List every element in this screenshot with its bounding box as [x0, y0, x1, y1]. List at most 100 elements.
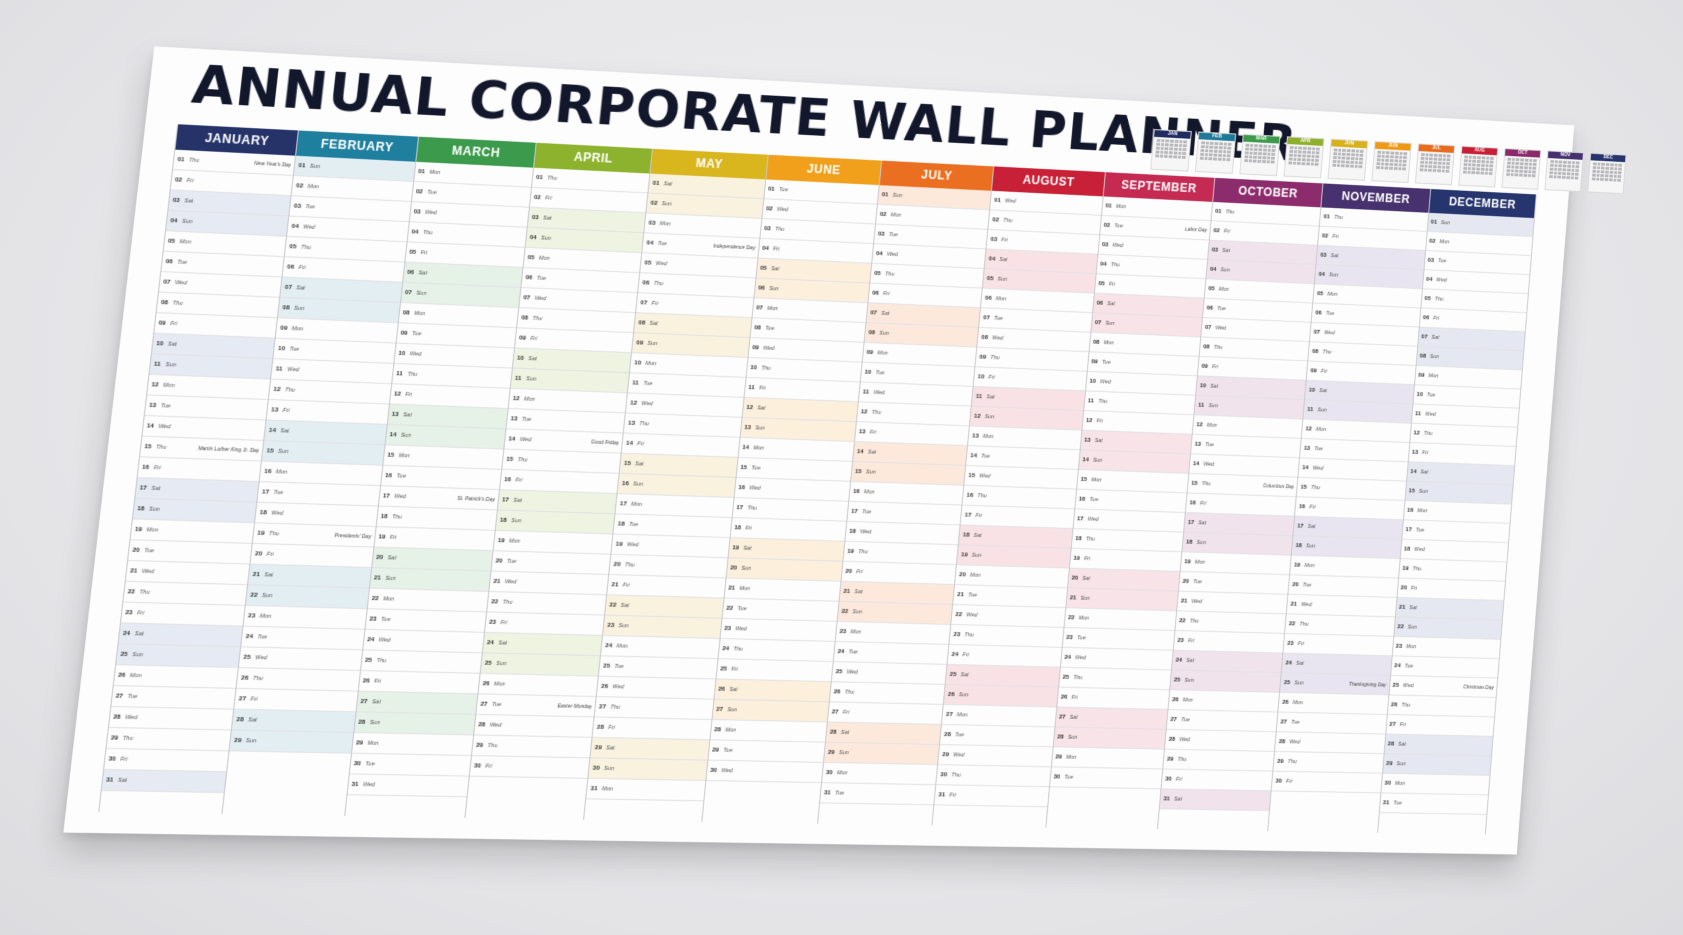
weekday-label: Sat [973, 532, 983, 539]
day-row: 25 Sun [1170, 670, 1281, 693]
mini-calendar: OCT [1501, 148, 1542, 190]
weekday-label: Tue [176, 259, 188, 266]
day-number: 21 [727, 585, 736, 592]
day-number: 16 [966, 492, 974, 499]
day-row: 29 Sat [590, 737, 710, 761]
day-row [1270, 791, 1380, 813]
day-number: 28 [357, 719, 366, 726]
wall-planner-poster: ANNUAL CORPORATE WALL PLANNER JAN FEB MAR A… [63, 46, 1627, 855]
weekday-label: Tue [750, 464, 761, 472]
weekday-label: Sat [402, 411, 412, 419]
day-number: 16 [737, 484, 746, 491]
weekday-label: Wed [655, 260, 668, 267]
day-row: 27 Fri [827, 702, 944, 725]
weekday-label: Thu [300, 244, 312, 251]
day-row: 31 Fri [934, 785, 1049, 808]
weekday-label: Thu [977, 492, 987, 499]
day-number: 08 [868, 329, 876, 336]
holiday-label: Christmas Day [1462, 684, 1494, 691]
weekday-label: Fri [530, 335, 538, 342]
weekday-label: Mon [291, 325, 304, 333]
day-number: 17 [501, 496, 510, 504]
weekday-label: Fri [1096, 417, 1103, 425]
day-number: 25 [120, 651, 129, 658]
day-number: 17 [1187, 519, 1195, 526]
day-row: 30 Sun [588, 758, 708, 781]
weekday-label: Thu [1110, 261, 1120, 268]
day-row: 28 Tue [940, 724, 1055, 748]
weekday-label: Tue [778, 186, 789, 193]
weekday-label: Thu [1299, 621, 1309, 628]
day-number: 21 [373, 574, 382, 582]
holiday-label: Thanksgiving Day [1348, 681, 1387, 688]
weekday-label: Fri [607, 724, 616, 731]
weekday-label: Sun [293, 305, 305, 312]
weekday-label: Tue [875, 369, 885, 376]
weekday-label: Wed [965, 611, 978, 619]
weekday-label: Sat [728, 686, 738, 693]
weekday-label: Mon [752, 444, 765, 452]
day-number: 20 [613, 561, 621, 568]
day-number: 17 [619, 500, 627, 508]
weekday-label: Tue [1180, 716, 1190, 723]
day-number: 20 [1292, 581, 1299, 588]
weekday-label: Sat [134, 630, 144, 638]
weekday-label: Sat [264, 571, 274, 579]
weekday-label: Sun [661, 200, 672, 208]
weekday-label: Fri [420, 249, 428, 256]
weekday-label: Wed [952, 751, 965, 759]
day-number: 20 [958, 571, 966, 578]
day-number: 12 [1305, 425, 1313, 432]
weekday-label: Sun [971, 552, 982, 559]
weekday-label: Thu [1412, 565, 1422, 572]
weekday-label: Sat [387, 554, 397, 562]
day-number: 31 [105, 776, 114, 784]
day-row: 25 Sun [480, 653, 601, 677]
weekday-label: Sat [418, 269, 428, 277]
weekday-label: Sat [1221, 247, 1231, 254]
weekday-label: Sat [1420, 469, 1429, 476]
day-number: 17 [850, 508, 859, 515]
day-row: 24 Fri [947, 644, 1062, 668]
day-number: 15 [623, 460, 632, 467]
day-number: 04 [1099, 261, 1107, 268]
day-row [225, 772, 348, 795]
weekday-label: Tue [861, 508, 872, 516]
weekday-label: Fri [1000, 236, 1008, 244]
weekday-label: Sat [527, 355, 538, 362]
weekday-label: Fri [1309, 503, 1316, 511]
day-number: 24 [122, 630, 131, 637]
mini-calendar-grid [1241, 142, 1279, 166]
day-number: 10 [749, 364, 758, 371]
weekday-label: Thu [871, 409, 882, 416]
weekday-label: Tue [1393, 800, 1403, 807]
day-number: 18 [848, 528, 857, 535]
weekday-label: Wed [534, 295, 547, 302]
weekday-label: Thu [760, 364, 771, 372]
day-number: 22 [371, 595, 379, 602]
day-number: 17 [735, 504, 744, 511]
weekday-label: Sat [1210, 383, 1219, 390]
weekday-label: Sat [663, 180, 673, 188]
weekday-label: Mon [307, 183, 320, 190]
day-number: 01 [177, 156, 185, 163]
day-number: 31 [1382, 799, 1390, 806]
weekday-label: Tue [1415, 527, 1425, 534]
weekday-label: Fri [1285, 778, 1293, 785]
weekday-label: Tue [643, 380, 653, 387]
day-number: 14 [625, 440, 634, 447]
weekday-label: Sun [958, 691, 969, 698]
day-number: 14 [1082, 456, 1090, 463]
day-number: 25 [1173, 676, 1181, 684]
day-number: 14 [741, 444, 750, 451]
day-row: 27 Mon [942, 704, 1056, 728]
day-number: 08 [520, 314, 529, 322]
weekday-label: Tue [722, 747, 733, 754]
weekday-label: Fri [250, 695, 258, 703]
day-number: 06 [1206, 305, 1214, 312]
day-number: 26 [947, 691, 955, 698]
day-number: 23 [488, 619, 497, 626]
weekday-label: Thu [422, 229, 433, 236]
weekday-label: Fri [651, 300, 659, 307]
mini-calendar-grid [1417, 151, 1454, 175]
